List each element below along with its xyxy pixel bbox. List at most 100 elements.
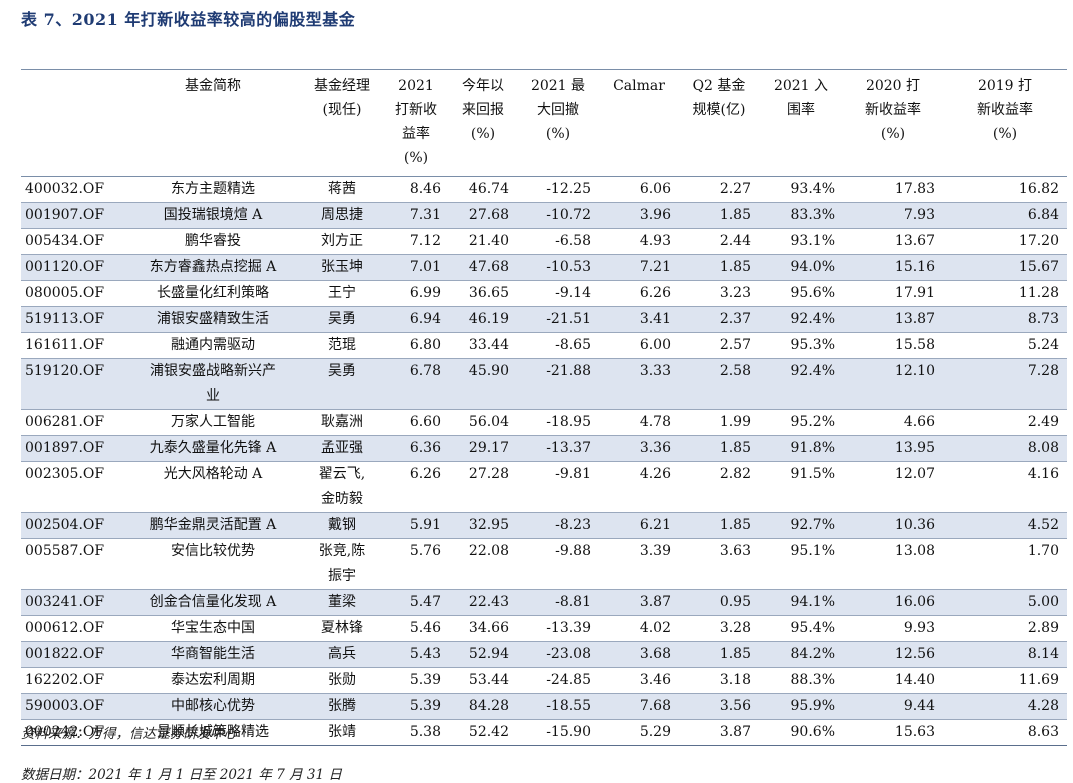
q2-size-cell: 0.95 (679, 589, 759, 616)
hit-rate-cell: 91.8% (759, 435, 843, 462)
ipo-return-2019-cell: 15.67 (943, 254, 1067, 281)
q2-size-cell: 2.37 (679, 306, 759, 333)
fund-name-cell: 九泰久盛量化先锋 A (125, 435, 301, 462)
calmar-cell: 3.36 (599, 435, 679, 462)
hit-rate-cell: 95.3% (759, 332, 843, 359)
table-title: 表 7、2021 年打新收益率较高的偏股型基金 (21, 10, 356, 29)
header-ipo-return-2021: 2021 打新收 益率 (%) (383, 69, 449, 177)
ipo-return-2021-cell: 5.39 (383, 693, 449, 720)
q2-size-cell: 2.57 (679, 332, 759, 359)
fund-code-cell: 003241.OF (21, 589, 125, 616)
ipo-return-2019-cell: 1.70 (943, 538, 1067, 590)
ipo-return-2019-cell: 11.28 (943, 280, 1067, 307)
fund-code-cell: 005434.OF (21, 228, 125, 255)
ipo-return-2020-cell: 15.16 (843, 254, 943, 281)
max-drawdown-cell: -21.88 (517, 358, 599, 410)
q2-size-cell: 3.18 (679, 667, 759, 694)
fund-name-cell: 浦银安盛精致生活 (125, 306, 301, 333)
fund-manager-cell: 耿嘉洲 (301, 409, 383, 436)
q2-size-cell: 3.23 (679, 280, 759, 307)
calmar-cell: 4.02 (599, 615, 679, 642)
hit-rate-cell: 95.6% (759, 280, 843, 307)
fund-name-cell: 长盛量化红利策略 (125, 280, 301, 307)
header-q2-size: Q2 基金 规模(亿) (679, 69, 759, 177)
max-drawdown-cell: -10.53 (517, 254, 599, 281)
ytd-return-cell: 29.17 (449, 435, 517, 462)
fund-name-cell: 国投瑞银境煊 A (125, 202, 301, 229)
fund-name-cell: 安信比较优势 (125, 538, 301, 590)
hit-rate-cell: 93.4% (759, 176, 843, 203)
max-drawdown-cell: -15.90 (517, 719, 599, 746)
fund-manager-cell: 刘方正 (301, 228, 383, 255)
header-fund-name: 基金简称 (125, 69, 301, 177)
ipo-return-2019-cell: 6.84 (943, 202, 1067, 229)
header-manager: 基金经理 (现任) (301, 69, 383, 177)
ipo-return-2019-cell: 4.52 (943, 512, 1067, 539)
fund-manager-cell: 夏林锋 (301, 615, 383, 642)
calmar-cell: 3.46 (599, 667, 679, 694)
ipo-return-2021-cell: 8.46 (383, 176, 449, 203)
ipo-return-2021-cell: 5.46 (383, 615, 449, 642)
ipo-return-2020-cell: 9.44 (843, 693, 943, 720)
fund-code-cell: 161611.OF (21, 332, 125, 359)
fund-code-cell: 590003.OF (21, 693, 125, 720)
fund-name-cell: 中邮核心优势 (125, 693, 301, 720)
ytd-return-cell: 36.65 (449, 280, 517, 307)
max-drawdown-cell: -24.85 (517, 667, 599, 694)
header-calmar: Calmar (599, 69, 679, 177)
ipo-return-2021-cell: 6.60 (383, 409, 449, 436)
ytd-return-cell: 34.66 (449, 615, 517, 642)
q2-size-cell: 2.27 (679, 176, 759, 203)
ipo-return-2019-cell: 2.49 (943, 409, 1067, 436)
max-drawdown-cell: -13.39 (517, 615, 599, 642)
calmar-cell: 4.78 (599, 409, 679, 436)
ipo-return-2019-cell: 4.16 (943, 461, 1067, 513)
fund-manager-cell: 吴勇 (301, 358, 383, 410)
calmar-cell: 6.00 (599, 332, 679, 359)
table-row: 162202.OF 泰达宏利周期 张勋 5.39 53.44 -24.85 3.46 3.18… (21, 667, 1067, 694)
calmar-cell: 3.96 (599, 202, 679, 229)
ytd-return-cell: 45.90 (449, 358, 517, 410)
q2-size-cell: 3.56 (679, 693, 759, 720)
calmar-cell: 3.68 (599, 641, 679, 668)
ipo-return-2020-cell: 13.08 (843, 538, 943, 590)
q2-size-cell: 1.85 (679, 254, 759, 281)
calmar-cell: 3.87 (599, 589, 679, 616)
calmar-cell: 7.68 (599, 693, 679, 720)
ipo-return-2019-cell: 8.63 (943, 719, 1067, 746)
fund-manager-cell: 张竞,陈 振宇 (301, 538, 383, 590)
fund-manager-cell: 董梁 (301, 589, 383, 616)
table-row: 590003.OF 中邮核心优势 张腾 5.39 84.28 -18.55 7.68 3.56… (21, 693, 1067, 720)
ipo-return-2019-cell: 8.73 (943, 306, 1067, 333)
ipo-return-2020-cell: 7.93 (843, 202, 943, 229)
fund-code-cell: 001907.OF (21, 202, 125, 229)
ytd-return-cell: 22.08 (449, 538, 517, 590)
q2-size-cell: 1.85 (679, 202, 759, 229)
max-drawdown-cell: -10.72 (517, 202, 599, 229)
calmar-cell: 3.41 (599, 306, 679, 333)
ipo-return-2020-cell: 14.40 (843, 667, 943, 694)
table-row: 003241.OF 创金合信量化发现 A 董梁 5.47 22.43 -8.81 3.87 0… (21, 589, 1067, 616)
max-drawdown-cell: -9.81 (517, 461, 599, 513)
table-row: 002305.OF 光大风格轮动 A 翟云飞, 金昉毅 6.26 27.28 -9.81 4… (21, 461, 1067, 513)
fund-name-cell: 景顺长城策略精选 (125, 719, 301, 746)
calmar-cell: 5.29 (599, 719, 679, 746)
fund-manager-cell: 张腾 (301, 693, 383, 720)
ipo-return-2020-cell: 13.67 (843, 228, 943, 255)
fund-manager-cell: 范琨 (301, 332, 383, 359)
fund-manager-cell: 张玉坤 (301, 254, 383, 281)
fund-code-cell: 001822.OF (21, 641, 125, 668)
table-row: 400032.OF 东方主题精选 蒋茜 8.46 46.74 -12.25 6.06 2.27… (21, 176, 1067, 203)
ipo-return-2019-cell: 7.28 (943, 358, 1067, 410)
hit-rate-cell: 95.2% (759, 409, 843, 436)
date-note: 数据日期：2021 年 1 月 1 日至 2021 年 7 月 31 日 (21, 767, 342, 783)
fund-code-cell: 001120.OF (21, 254, 125, 281)
hit-rate-cell: 91.5% (759, 461, 843, 513)
ipo-return-2019-cell: 5.00 (943, 589, 1067, 616)
fund-code-cell: 519113.OF (21, 306, 125, 333)
max-drawdown-cell: -23.08 (517, 641, 599, 668)
ipo-return-2019-cell: 5.24 (943, 332, 1067, 359)
table-row: 000242.OF 景顺长城策略精选 张靖 5.38 52.42 -15.90 5.29 3.… (21, 719, 1067, 746)
ipo-return-2021-cell: 7.12 (383, 228, 449, 255)
header-ytd-return: 今年以 来回报 (%) (449, 69, 517, 177)
